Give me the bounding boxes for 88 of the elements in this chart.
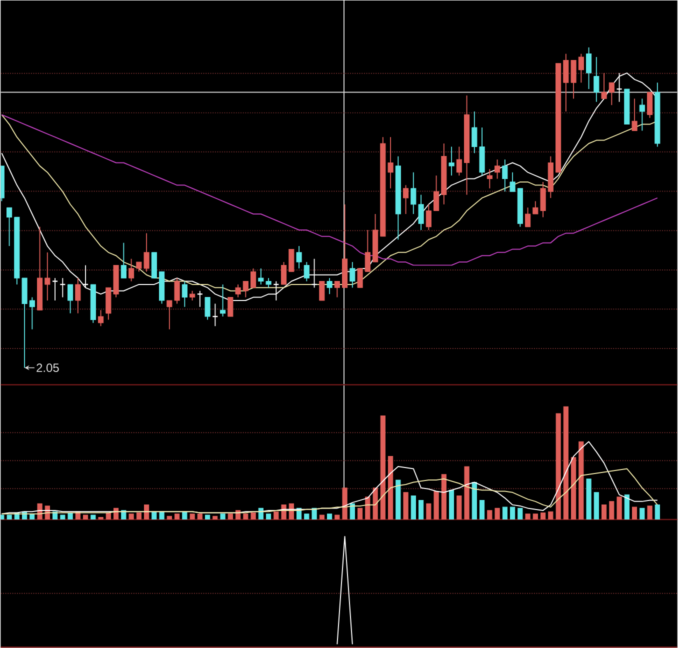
candlestick [75,278,81,314]
candlestick [594,56,600,102]
candlestick [426,204,432,231]
bar [174,514,180,520]
bar [632,506,638,520]
bar [647,506,652,520]
candlestick [418,194,424,231]
bar [380,416,386,520]
bar [98,517,104,520]
bar [266,514,272,520]
candlestick [250,268,256,288]
bar [502,506,508,520]
bar [250,512,256,520]
candlestick [494,159,500,180]
candlestick [319,281,325,301]
candlestick [235,284,241,298]
bar [464,466,470,520]
candlestick [281,262,287,285]
bar [319,514,324,520]
candlestick [68,284,74,314]
bar [144,504,150,520]
bar [82,514,88,520]
candlestick [204,296,210,320]
candlestick [334,280,340,298]
candlestick [228,297,234,317]
candlestick [510,172,516,192]
candlestick [220,284,226,318]
candlestick [578,53,584,84]
bar [6,514,12,520]
bar [563,406,568,520]
candlestick [326,278,332,295]
bar [204,514,210,520]
bar [197,514,202,520]
bar [570,457,576,520]
bar [228,514,233,520]
candlestick [120,242,126,279]
candlestick [608,82,614,106]
candlestick [632,98,638,132]
candlestick [486,168,492,189]
candlestick [601,72,607,100]
bar [357,508,363,520]
bar [518,508,523,520]
candlestick [29,296,35,330]
bar [448,490,454,520]
bar [60,514,66,520]
bar [434,491,439,520]
bar [494,508,500,520]
candlestick [639,98,645,132]
bar [68,512,73,520]
bar [312,508,317,520]
candlestick [525,207,531,228]
annotation: 2.05 [36,364,59,372]
bar [372,488,378,520]
candlestick [190,290,196,301]
bar [334,514,340,520]
candlestick [242,280,248,298]
candlestick [304,262,310,282]
candlestick [456,146,462,176]
candlestick [296,246,302,269]
bar [190,514,195,520]
candlestick [448,146,454,176]
candlestick [357,268,363,288]
candlestick [502,159,508,192]
bar [388,456,394,520]
bar [594,492,599,520]
bar [128,514,134,520]
candlestick [586,46,592,90]
bar [243,514,248,520]
bar [136,512,142,520]
candlestick [350,262,356,288]
candlestick [403,184,409,214]
candlestick [98,310,104,327]
candlestick [434,175,440,212]
candlestick [288,248,294,272]
candlestick [44,252,50,301]
candlestick [182,280,188,308]
bar [212,516,218,520]
candlestick [647,92,653,118]
candlestick [128,258,134,282]
candlestick [258,268,264,285]
candlestick [266,278,272,288]
bar [624,494,630,520]
candlestick [6,207,12,247]
candlestick [364,230,370,272]
bar [304,514,310,520]
bar [540,512,546,520]
candlestick [410,172,416,214]
candlestick [52,278,58,301]
